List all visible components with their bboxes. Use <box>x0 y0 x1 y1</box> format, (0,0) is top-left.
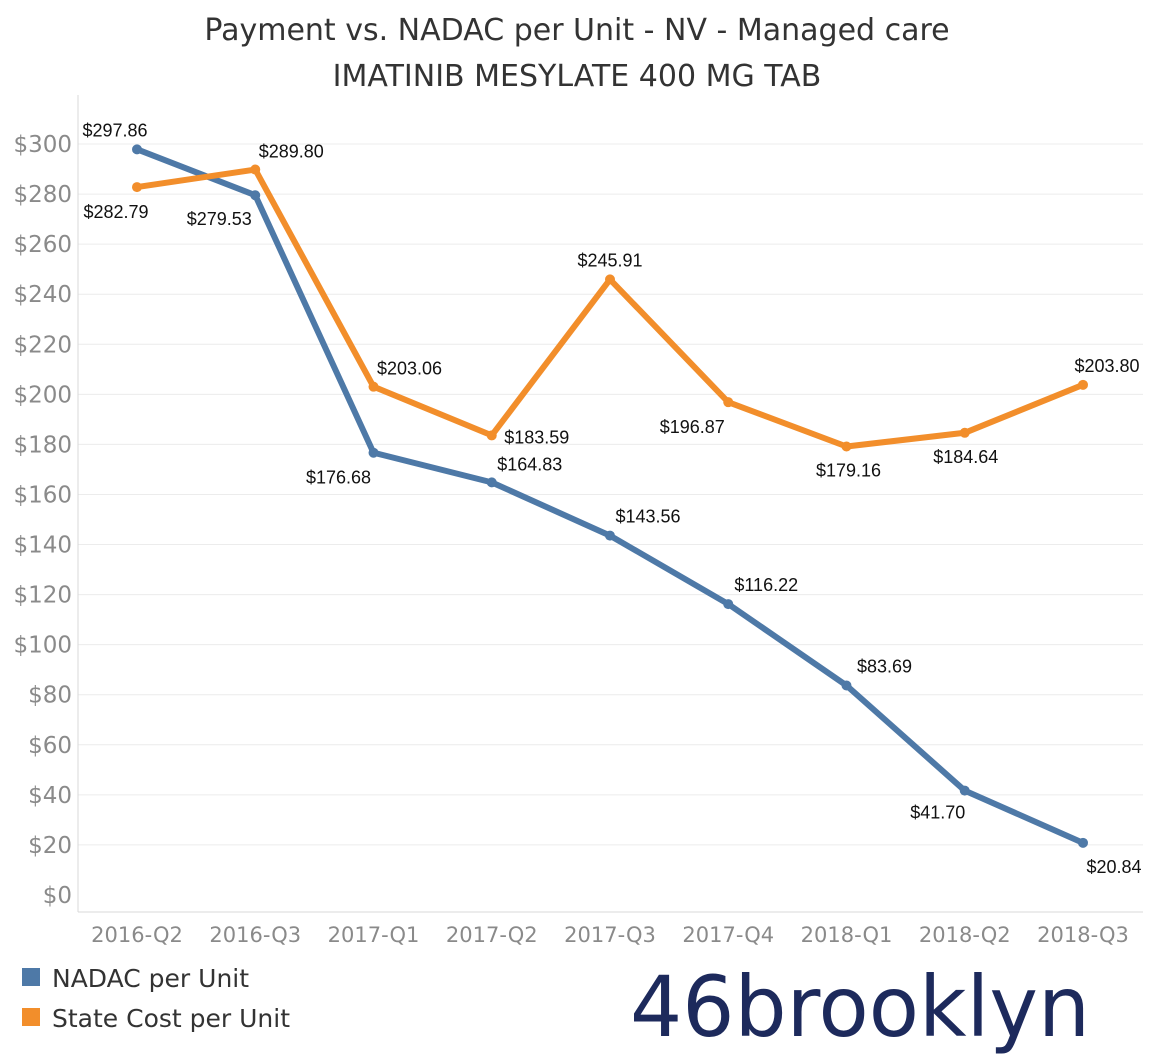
x-axis: 2016-Q2 2016-Q3 2017-Q1 2017-Q2 2017-Q3 2017-… <box>91 923 1129 947</box>
x-tick-label: 2017-Q3 <box>564 923 656 947</box>
y-axis: $0 $20 $40 $60 $80 $100 $120 $140 $160 $180 $200 $2… <box>13 132 72 909</box>
data-point-nadac[interactable] <box>368 447 379 458</box>
data-point-state-cost[interactable] <box>959 427 970 438</box>
chart-subtitle: IMATINIB MESYLATE 400 MG TAB <box>333 59 822 94</box>
y-tick-label: $160 <box>13 482 72 508</box>
series-points <box>132 144 1088 848</box>
data-point-nadac[interactable] <box>841 680 852 691</box>
data-point-state-cost[interactable] <box>605 274 615 285</box>
data-label-state-cost: $179.16 <box>816 461 881 481</box>
y-tick-label: $200 <box>13 382 72 408</box>
logo-wordmark: 46brooklyn <box>630 958 1090 1056</box>
series-line-state-cost <box>134 166 1086 450</box>
data-labels: $297.86 $279.53 $176.68 $164.83 $143.56 $116.… <box>82 120 1141 876</box>
brand-logo: 46brooklyn <box>630 958 1090 1056</box>
chart-title: Payment vs. NADAC per Unit - NV - Manage… <box>204 13 949 48</box>
data-label-nadac: $164.83 <box>497 454 562 474</box>
y-tick-label: $140 <box>13 533 72 559</box>
data-label-state-cost: $183.59 <box>504 427 569 447</box>
legend-label-nadac: NADAC per Unit <box>52 964 249 993</box>
y-tick-label: $80 <box>28 683 72 709</box>
data-point-state-cost[interactable] <box>368 381 379 392</box>
grid-lines <box>77 95 1143 913</box>
data-point-state-cost[interactable] <box>250 164 261 175</box>
legend-label-state-cost: State Cost per Unit <box>52 1004 290 1033</box>
data-point-state-cost[interactable] <box>723 397 734 408</box>
x-tick-label: 2018-Q1 <box>801 923 893 947</box>
data-point-nadac[interactable] <box>959 785 970 796</box>
y-tick-label: $0 <box>43 883 72 909</box>
data-label-nadac: $176.68 <box>306 468 371 488</box>
x-tick-label: 2016-Q3 <box>209 923 301 947</box>
x-tick-label: 2017-Q4 <box>682 923 774 947</box>
data-label-nadac: $20.84 <box>1086 857 1141 877</box>
data-point-state-cost[interactable] <box>1078 379 1088 390</box>
x-tick-label: 2016-Q2 <box>91 923 183 947</box>
data-point-nadac[interactable] <box>723 599 734 610</box>
x-tick-label: 2017-Q1 <box>328 923 420 947</box>
data-label-state-cost: $289.80 <box>259 142 324 162</box>
data-point-nadac[interactable] <box>250 190 261 201</box>
data-point-state-cost[interactable] <box>841 441 852 452</box>
data-point-nadac[interactable] <box>132 144 142 155</box>
y-tick-label: $100 <box>13 633 72 659</box>
data-label-nadac: $83.69 <box>857 656 912 676</box>
data-point-state-cost[interactable] <box>132 182 142 193</box>
x-tick-label: 2018-Q3 <box>1037 923 1129 947</box>
data-point-nadac[interactable] <box>1078 837 1088 848</box>
data-point-nadac[interactable] <box>486 477 497 488</box>
y-tick-label: $260 <box>13 232 72 258</box>
data-label-state-cost: $203.06 <box>377 359 442 379</box>
data-label-nadac: $297.86 <box>82 120 147 140</box>
data-label-state-cost: $203.80 <box>1074 356 1139 376</box>
y-tick-label: $180 <box>13 432 72 458</box>
data-label-nadac: $116.22 <box>734 575 798 595</box>
legend-item-nadac[interactable]: NADAC per Unit <box>22 964 249 993</box>
data-label-state-cost: $196.87 <box>660 417 725 437</box>
data-label-nadac: $143.56 <box>615 507 680 527</box>
data-label-nadac: $279.53 <box>187 209 252 229</box>
legend-item-state-cost[interactable]: State Cost per Unit <box>22 1004 290 1033</box>
y-tick-label: $280 <box>13 182 72 208</box>
legend-swatch-state-cost <box>22 1008 40 1026</box>
legend: NADAC per Unit State Cost per Unit <box>22 964 290 1033</box>
y-tick-label: $20 <box>28 833 72 859</box>
data-label-state-cost: $282.79 <box>83 202 148 222</box>
x-tick-label: 2018-Q2 <box>919 923 1011 947</box>
y-tick-label: $240 <box>13 282 72 308</box>
y-tick-label: $220 <box>13 332 72 358</box>
data-label-state-cost: $245.91 <box>577 250 642 270</box>
legend-swatch-nadac <box>22 968 40 986</box>
y-tick-label: $60 <box>28 733 72 759</box>
x-tick-label: 2017-Q2 <box>446 923 538 947</box>
data-point-state-cost[interactable] <box>486 430 497 441</box>
y-tick-label: $300 <box>13 132 72 158</box>
y-tick-label: $120 <box>13 583 72 609</box>
data-point-nadac[interactable] <box>605 530 615 541</box>
data-label-state-cost: $184.64 <box>933 447 998 467</box>
y-tick-label: $40 <box>28 783 72 809</box>
data-label-nadac: $41.70 <box>910 803 965 823</box>
